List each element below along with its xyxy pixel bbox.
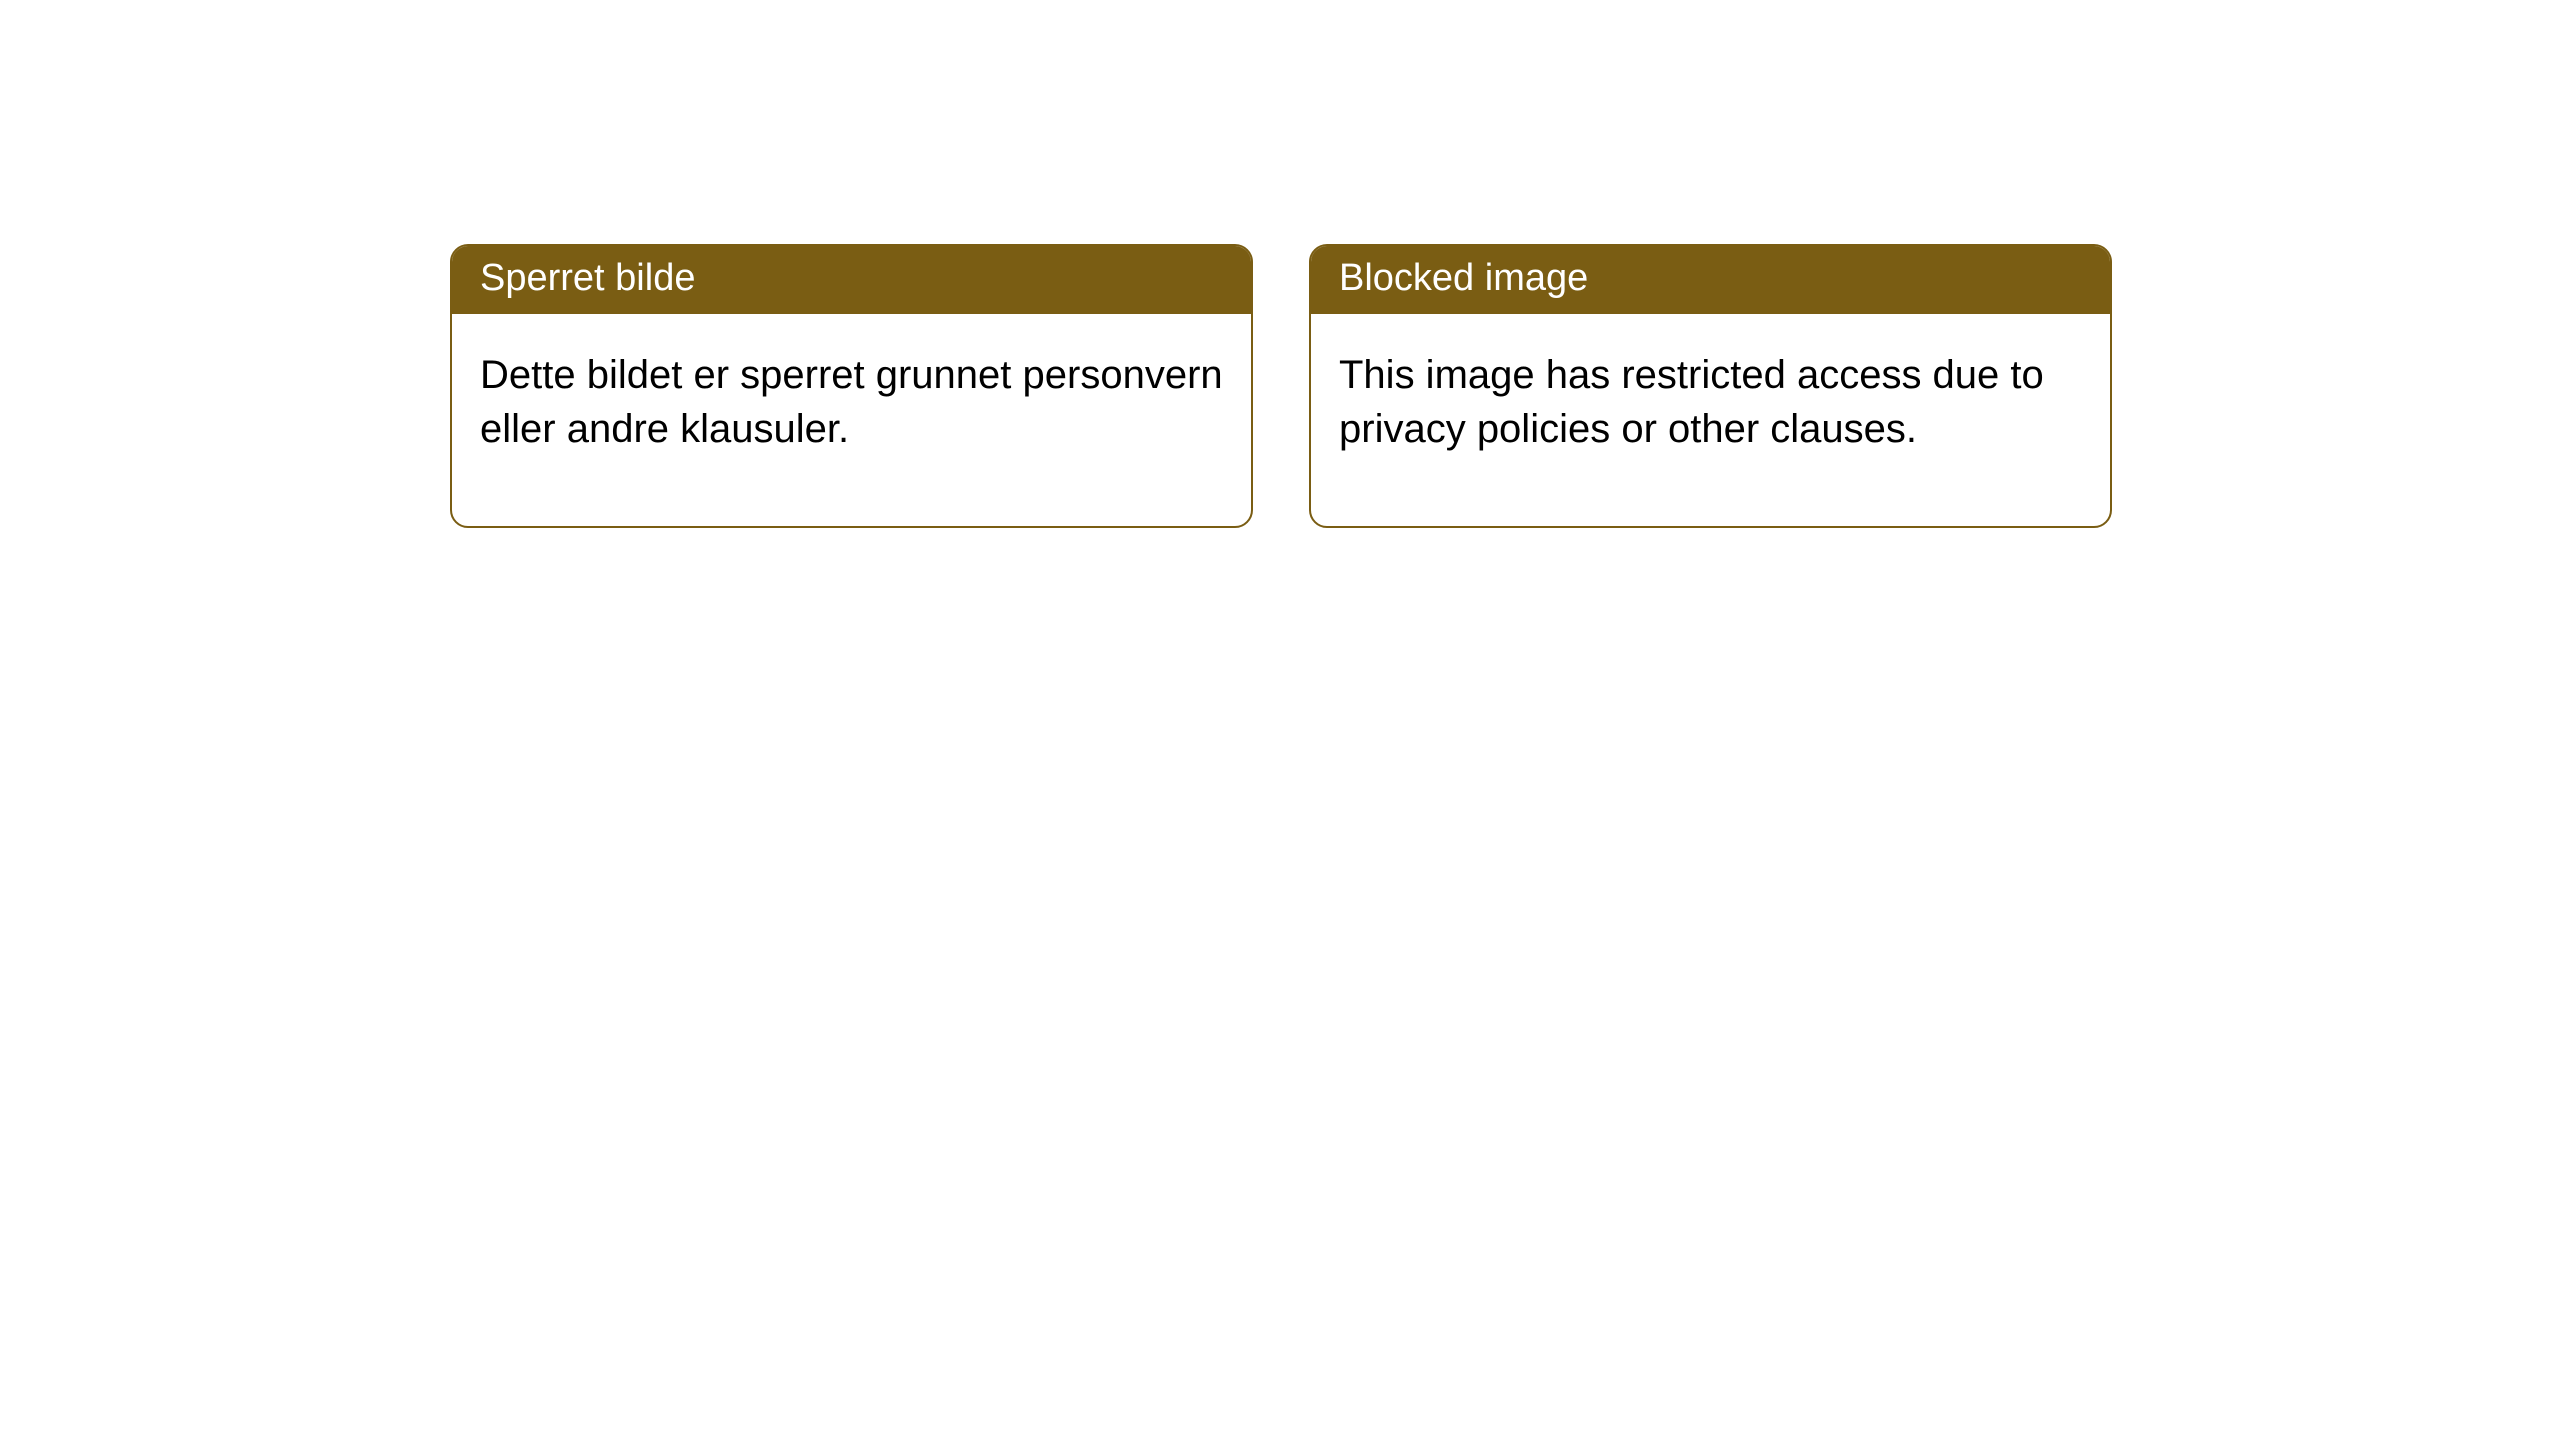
notice-title-en: Blocked image xyxy=(1311,246,2110,314)
notice-container: Sperret bilde Dette bildet er sperret gr… xyxy=(0,0,2560,528)
notice-body-en: This image has restricted access due to … xyxy=(1311,314,2110,526)
notice-body-no: Dette bildet er sperret grunnet personve… xyxy=(452,314,1251,526)
notice-box-no: Sperret bilde Dette bildet er sperret gr… xyxy=(450,244,1253,528)
notice-box-en: Blocked image This image has restricted … xyxy=(1309,244,2112,528)
notice-title-no: Sperret bilde xyxy=(452,246,1251,314)
